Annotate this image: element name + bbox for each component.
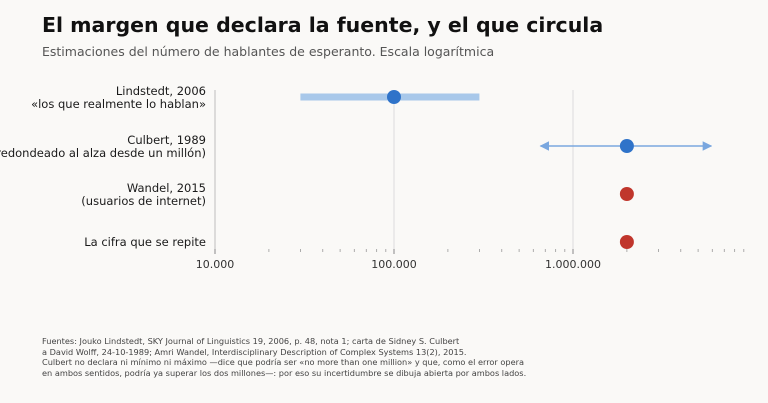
source-line: Culbert no declara ni mínimo ni máximo —… xyxy=(42,357,524,368)
data-point xyxy=(387,90,401,104)
source-note: Fuentes: Jouko Lindstedt, SKY Journal of… xyxy=(42,336,526,378)
row-label-name: Culbert, 1989 xyxy=(127,133,206,147)
x-tick-label: 100.000 xyxy=(371,258,417,271)
row-label-name: Lindstedt, 2006 xyxy=(116,84,206,98)
row-label-name: La cifra que se repite xyxy=(84,235,206,249)
x-tick-label: 1.000.000 xyxy=(545,258,601,271)
data-point xyxy=(619,139,634,153)
x-tick-label: 10.000 xyxy=(196,258,235,271)
source-line: en ambos sentidos, podría ya superar los… xyxy=(42,367,527,378)
row-label-name: Wandel, 2015 xyxy=(127,181,206,195)
data-point xyxy=(619,235,634,249)
source-line: Fuentes: Jouko Lindstedt, SKY Journal of… xyxy=(42,336,460,346)
data-point xyxy=(619,187,634,201)
row-label-note: (usuarios de internet) xyxy=(81,194,206,208)
chart-title: El margen que declara la fuente, y el qu… xyxy=(42,13,604,37)
chart-subtitle: Estimaciones del número de hablantes de … xyxy=(42,44,495,59)
chart-svg: 10.000 100.000 1.000.000 Lindstedt, 2006«lo… xyxy=(0,84,745,271)
row-label-note: (redondeado al alza desde un millón) xyxy=(0,146,206,160)
source-line: a David Wolff, 24-10-1989; Amri Wandel, … xyxy=(42,346,467,357)
row-label-note: «los que realmente lo hablan» xyxy=(31,97,206,111)
